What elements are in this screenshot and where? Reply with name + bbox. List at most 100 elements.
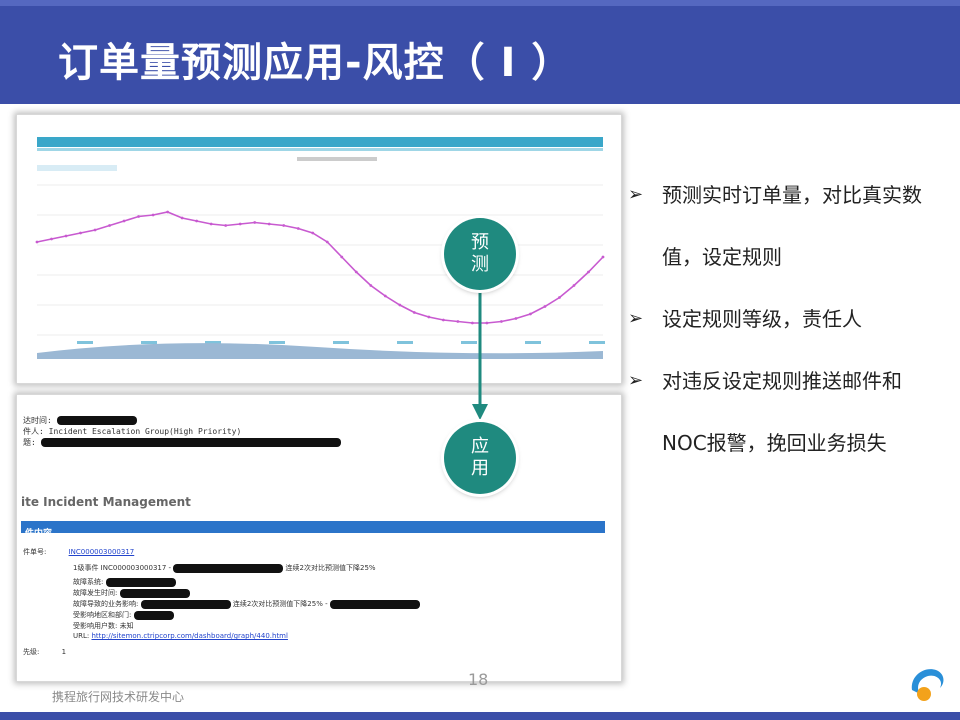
bullet-arrow-icon: ➢ xyxy=(628,370,644,391)
x-tick-label xyxy=(397,341,413,344)
x-tick-label xyxy=(269,341,285,344)
data-point xyxy=(238,222,242,226)
series-points xyxy=(35,210,605,325)
data-point xyxy=(93,228,97,232)
predict-circle: 预 测 xyxy=(444,218,516,290)
summary-suffix: 连续2次对比预测值下降25% xyxy=(285,564,376,572)
field-row: 受影响地区和部门: xyxy=(73,610,174,620)
data-point xyxy=(267,222,271,226)
data-point xyxy=(282,224,286,227)
data-point xyxy=(398,303,402,307)
bullet-text: 预测实时订单量，对比真实数值，设定规则 xyxy=(662,183,922,269)
data-point xyxy=(108,224,111,227)
data-point xyxy=(543,305,547,308)
bullet-text: 对违反设定规则推送邮件和NOC报警，挽回业务损失 xyxy=(662,369,902,455)
footer-text: 携程旅行网技术研发中心 xyxy=(52,690,185,704)
data-point xyxy=(195,219,199,223)
data-point xyxy=(369,284,373,287)
dolphin-logo-icon xyxy=(911,669,944,701)
field-impact: 故障导致的业务影响: xyxy=(73,600,139,608)
field-system: 故障系统: xyxy=(73,578,104,586)
x-tick-label xyxy=(461,341,477,344)
field-users: 受影响用户数: 未知 xyxy=(73,622,134,630)
apply-circle: 应 用 xyxy=(444,422,516,494)
chart-caption xyxy=(297,157,377,161)
redacted-block xyxy=(173,563,284,573)
chart-gridlines xyxy=(37,184,603,336)
predict-char-2: 测 xyxy=(471,254,489,275)
data-point xyxy=(224,224,228,227)
ticket-label: 件单号: xyxy=(23,548,47,556)
mail-subject-label: 题: xyxy=(23,438,36,447)
data-point xyxy=(500,320,503,323)
redacted-block xyxy=(105,577,176,587)
priority-value: 1 xyxy=(61,648,67,656)
data-point xyxy=(558,296,561,299)
redacted-block xyxy=(119,588,190,598)
prediction-line xyxy=(36,211,604,324)
x-tick-label xyxy=(589,341,605,344)
chart-axis-ticks xyxy=(77,341,605,344)
incident-section-bar: 件内容 xyxy=(21,521,605,539)
field-row: 受影响用户数: 未知 xyxy=(73,621,134,631)
title-bar-highlight xyxy=(0,0,960,6)
field-impact-suffix: 连续2次对比预测值下降25% - xyxy=(232,600,328,608)
data-point xyxy=(441,318,445,322)
chart-screenshot xyxy=(16,114,622,384)
data-point xyxy=(122,219,126,223)
data-point xyxy=(383,294,387,298)
priority-row: 先级: 1 xyxy=(23,647,66,657)
overview-area xyxy=(37,343,603,359)
summary-prefix: 1级事件 INC000003000317 - xyxy=(73,564,172,572)
mail-sender: 件人: Incident Escalation Group(High Prior… xyxy=(23,427,242,436)
summary-row: 1级事件 INC000003000317 - 连续2次对比预测值下降25% xyxy=(73,563,376,573)
redacted-block xyxy=(140,599,231,609)
ticket-link[interactable]: INC000003000317 xyxy=(68,548,135,556)
flow-arrow xyxy=(472,286,488,420)
data-point xyxy=(253,221,257,224)
bullet-text: 设定规则等级，责任人 xyxy=(662,307,862,331)
redacted-block xyxy=(133,610,174,620)
data-point xyxy=(514,317,518,320)
redacted-block xyxy=(56,416,137,425)
data-point xyxy=(151,213,155,217)
predict-char-1: 预 xyxy=(471,232,489,253)
mail-headers: 达时间: 件人: Incident Escalation Group(High … xyxy=(23,415,341,448)
dashboard-link[interactable]: http://sitemon.ctripcorp.com/dashboard/g… xyxy=(91,632,288,640)
x-tick-label xyxy=(141,341,157,344)
data-point xyxy=(137,215,140,218)
flow-arrow-head xyxy=(472,404,488,420)
data-point xyxy=(572,284,576,287)
bullet-item: ➢ 预测实时订单量，对比真实数值，设定规则 xyxy=(628,164,928,288)
title-bar: 订单量预测应用-风控（ I ） xyxy=(0,0,960,104)
incident-mgmt-heading: ite Incident Management xyxy=(21,495,191,509)
data-point xyxy=(166,210,170,214)
field-row: 故障系统: xyxy=(73,577,176,587)
data-point xyxy=(529,312,532,316)
incident-section-label: 件内容 xyxy=(25,529,53,539)
chart-header-bar xyxy=(37,137,603,147)
data-point xyxy=(587,270,590,274)
data-point xyxy=(456,320,460,323)
bullet-item: ➢ 设定规则等级，责任人 xyxy=(628,288,928,350)
data-point xyxy=(325,240,329,244)
data-point xyxy=(354,270,358,274)
url-row: URL: http://sitemon.ctripcorp.com/dashbo… xyxy=(73,632,288,640)
data-point xyxy=(50,237,53,241)
field-row: 故障发生时间: xyxy=(73,588,190,598)
data-point xyxy=(64,234,68,238)
data-point xyxy=(35,240,39,244)
redacted-block xyxy=(329,599,420,609)
field-dept: 受影响地区和部门: xyxy=(73,611,132,619)
url-label: URL: xyxy=(73,632,90,640)
chart-header-subbar xyxy=(37,148,603,151)
data-point xyxy=(340,255,344,259)
field-time: 故障发生时间: xyxy=(73,589,118,597)
priority-label: 先级: xyxy=(23,648,40,656)
apply-char-2: 用 xyxy=(471,458,489,479)
data-point xyxy=(209,222,213,226)
data-point xyxy=(79,231,82,235)
apply-char-1: 应 xyxy=(471,436,489,457)
x-tick-label xyxy=(77,341,93,344)
data-point xyxy=(470,321,474,325)
